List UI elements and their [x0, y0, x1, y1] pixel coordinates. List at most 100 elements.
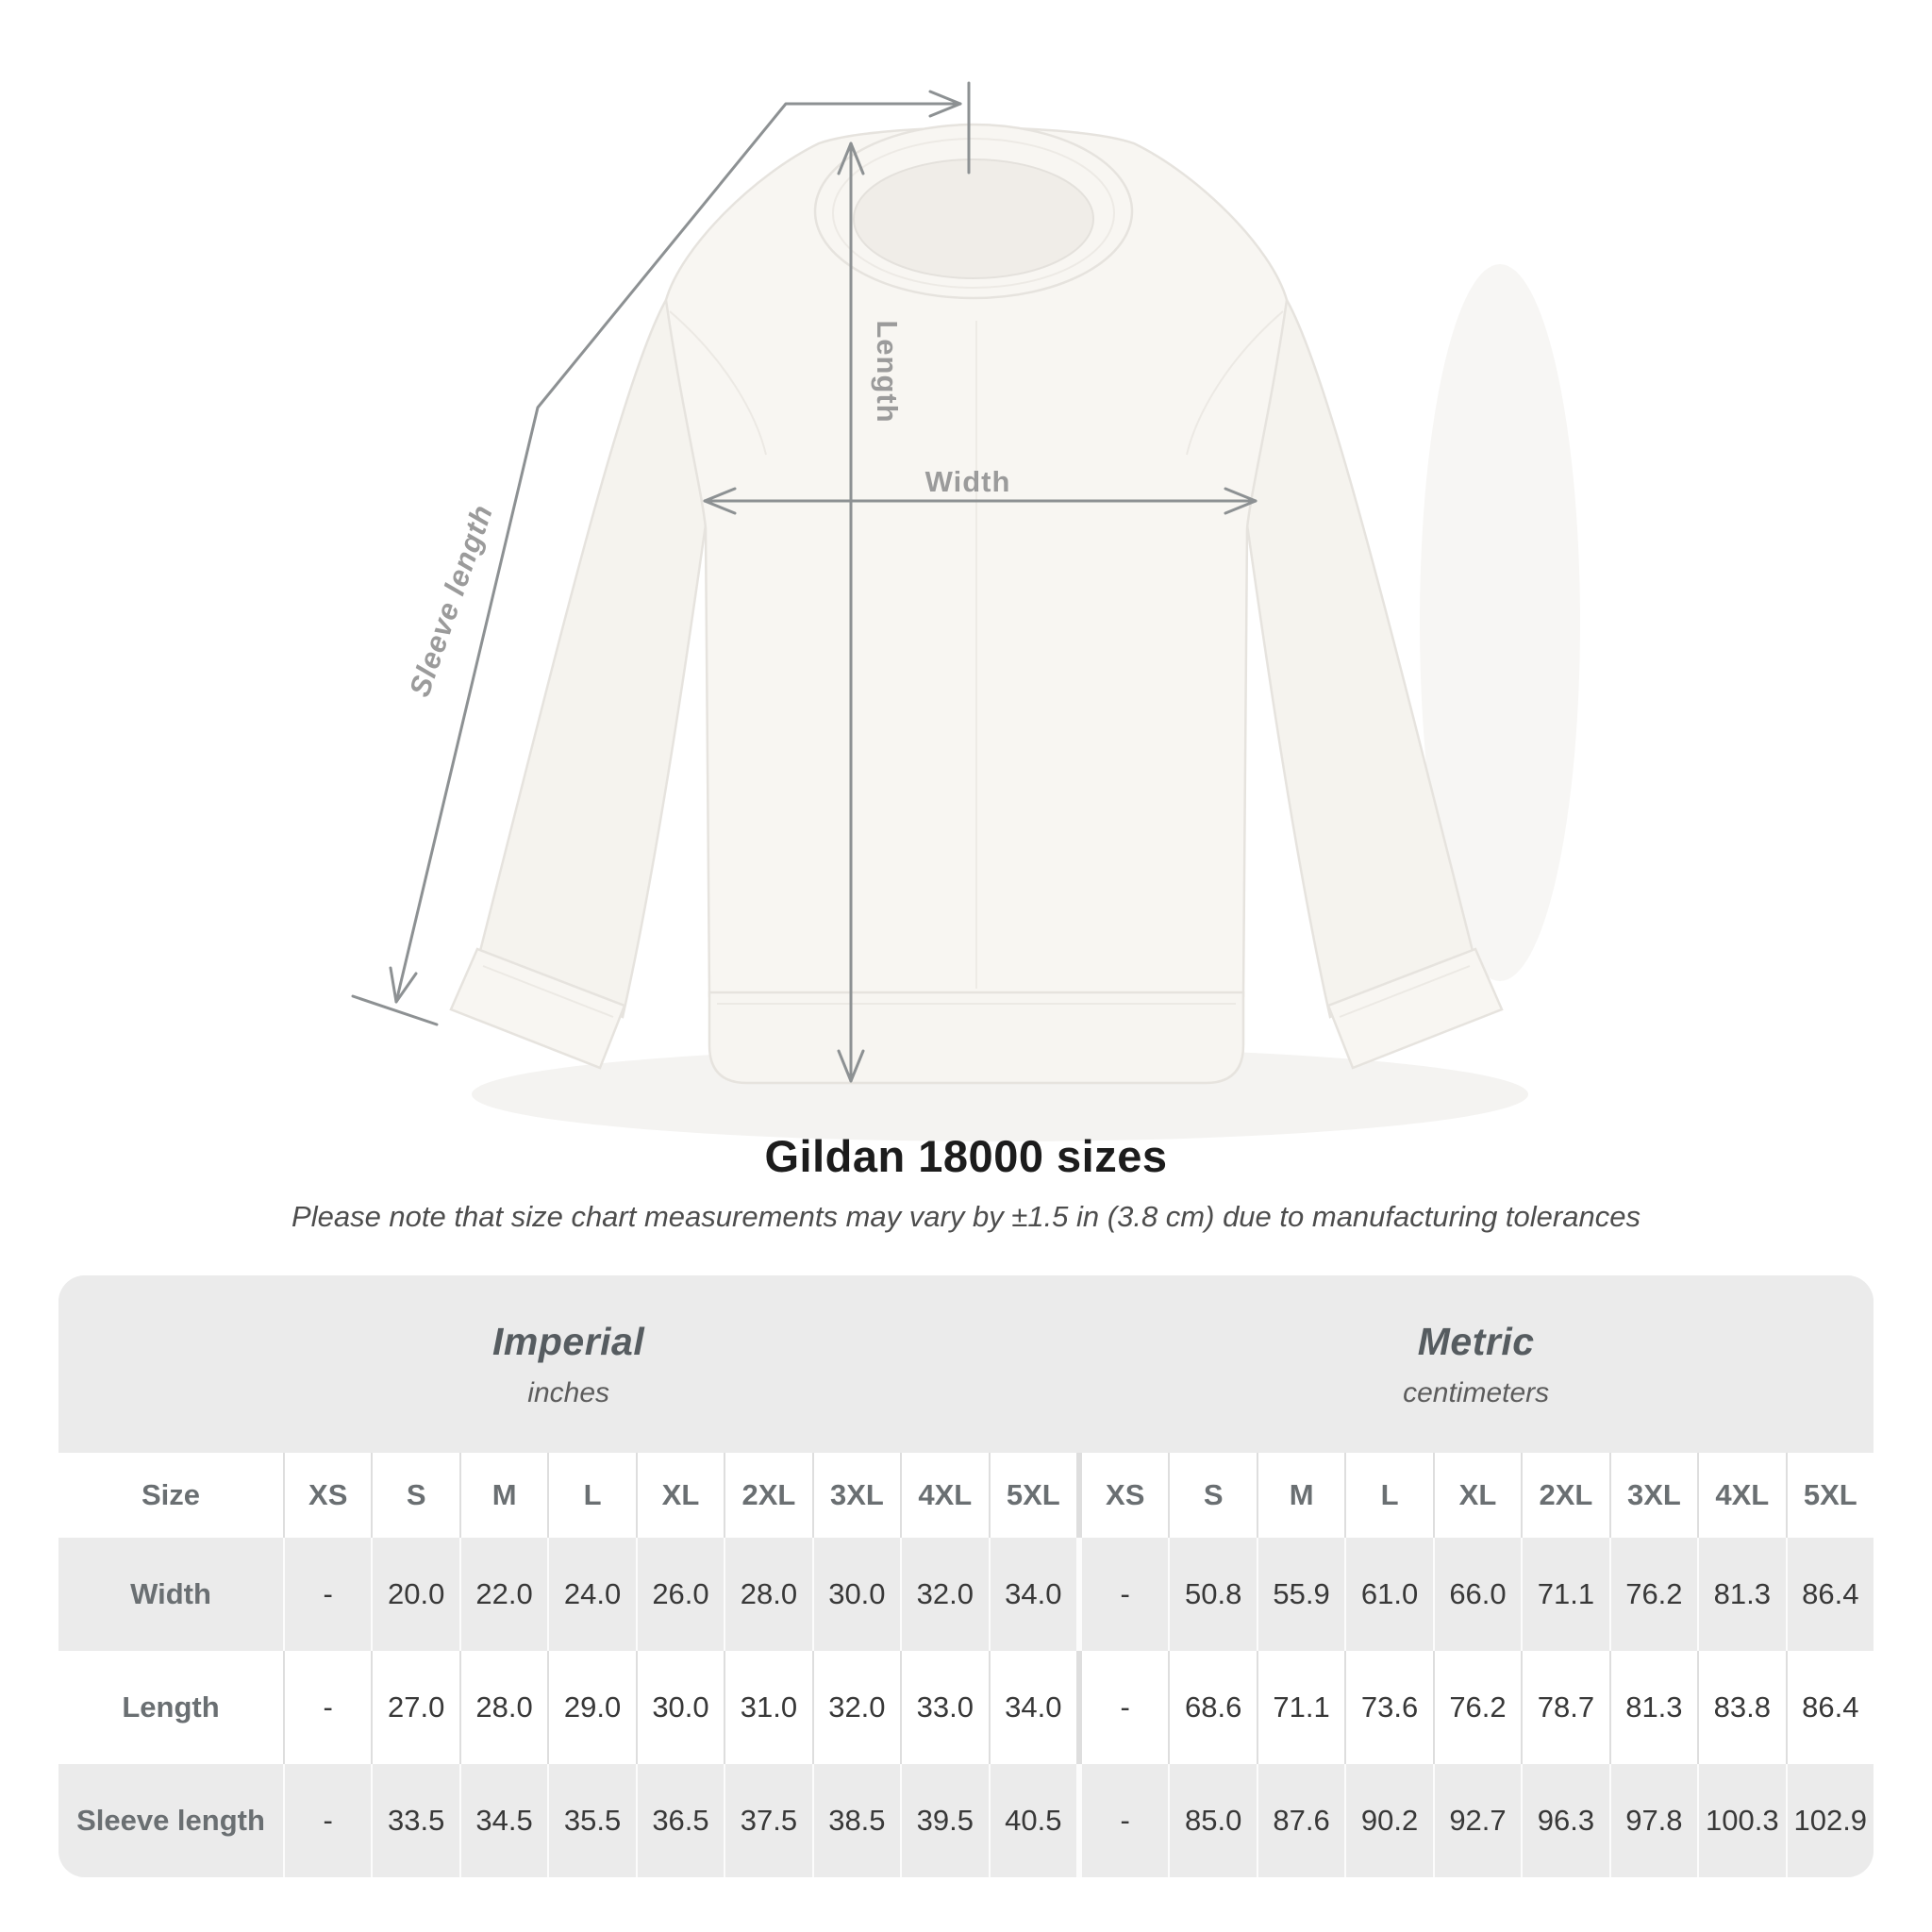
- column-header-imperial: L: [549, 1453, 636, 1538]
- column-header-imperial: XL: [637, 1453, 724, 1538]
- value-cell-imperial: 34.5: [460, 1764, 548, 1877]
- right-cuff-seam: [1339, 965, 1471, 1018]
- value-cell-metric: 66.0: [1434, 1538, 1522, 1651]
- garment-shadow-side: [1420, 264, 1580, 981]
- value-cell-imperial: 28.0: [725, 1538, 812, 1651]
- column-header-metric: S: [1170, 1453, 1257, 1538]
- arrow-down-icon: [837, 1049, 865, 1083]
- value-cell-metric: 78.7: [1523, 1651, 1609, 1764]
- tolerance-note: Please note that size chart measurements…: [291, 1200, 1641, 1233]
- column-header-imperial: 2XL: [725, 1453, 812, 1538]
- value-cell-imperial: 39.5: [902, 1764, 989, 1877]
- column-header-metric: XS: [1081, 1453, 1169, 1538]
- value-cell-metric: 81.3: [1699, 1538, 1786, 1651]
- value-cell-metric: -: [1081, 1651, 1169, 1764]
- value-cell-imperial: 34.0: [990, 1651, 1076, 1764]
- value-cell-metric: -: [1081, 1538, 1169, 1651]
- value-cell-imperial: 20.0: [373, 1538, 459, 1651]
- value-cell-imperial: 33.0: [902, 1651, 989, 1764]
- imperial-label: Imperial: [492, 1319, 645, 1363]
- value-cell-metric: 76.2: [1434, 1651, 1522, 1764]
- units-header: Imperial inches Metric centimeters: [58, 1275, 1874, 1453]
- column-header-imperial: 5XL: [990, 1453, 1076, 1538]
- table-body: Size XS S M L XL 2XL 3XL 4XL 5XL XS S M L XL 2XL 3XL 4XL 5…: [58, 1453, 1874, 1877]
- column-header-metric: 2XL: [1523, 1453, 1609, 1538]
- hem-band: [708, 991, 1245, 1085]
- value-cell-imperial: 30.0: [637, 1651, 724, 1764]
- column-header-metric: 3XL: [1610, 1453, 1698, 1538]
- value-cell-imperial: 33.5: [373, 1764, 459, 1877]
- value-cell-imperial: -: [285, 1651, 372, 1764]
- value-cell-imperial: 26.0: [637, 1538, 724, 1651]
- column-header-metric: L: [1346, 1453, 1433, 1538]
- value-cell-imperial: 28.0: [460, 1651, 548, 1764]
- sleeve-length-label: Sleeve length: [403, 500, 499, 701]
- length-measure-line: [837, 142, 865, 1083]
- value-cell-metric: 97.8: [1610, 1764, 1698, 1877]
- column-header-imperial: M: [460, 1453, 548, 1538]
- column-header-metric: M: [1257, 1453, 1345, 1538]
- column-header-imperial: 4XL: [902, 1453, 989, 1538]
- value-cell-metric: 71.1: [1523, 1538, 1609, 1651]
- metric-unit-group: Metric centimeters: [1078, 1275, 1874, 1453]
- value-cell-imperial: 31.0: [725, 1651, 812, 1764]
- sleeve-measure-line: [351, 81, 971, 1026]
- column-header-metric: 5XL: [1787, 1453, 1874, 1538]
- page-title: Gildan 18000 sizes: [764, 1131, 1168, 1181]
- row-label: Width: [58, 1538, 283, 1651]
- left-shoulder-seam: [669, 310, 767, 456]
- collar-seam: [832, 138, 1115, 289]
- value-cell-metric: 61.0: [1346, 1538, 1433, 1651]
- value-cell-imperial: 37.5: [725, 1764, 812, 1877]
- table-row: Width -20.0 22.0 24.0 26.0 28.0 30.0 32.0 34.0-5…: [58, 1538, 1874, 1651]
- column-header-imperial: 3XL: [813, 1453, 901, 1538]
- size-diagram-svg: Length Width Sleeve length: [351, 81, 1580, 1141]
- value-cell-metric: 83.8: [1699, 1651, 1786, 1764]
- right-shoulder-seam: [1186, 310, 1284, 456]
- arrow-left-icon: [703, 487, 737, 515]
- width-measure-line: [703, 487, 1257, 515]
- collar-opening: [853, 158, 1094, 279]
- value-cell-imperial: 32.0: [813, 1651, 901, 1764]
- row-label: Sleeve length: [58, 1764, 283, 1877]
- size-header-row: Size XS S M L XL 2XL 3XL 4XL 5XL XS S M L XL 2XL 3XL 4XL 5…: [58, 1453, 1874, 1538]
- imperial-unit-group: Imperial inches: [58, 1275, 1078, 1453]
- column-header-metric: 4XL: [1699, 1453, 1786, 1538]
- value-cell-metric: 76.2: [1610, 1538, 1698, 1651]
- arrow-down-left-icon: [389, 966, 418, 1004]
- half-divider: [1078, 1538, 1080, 1651]
- value-cell-metric: 68.6: [1170, 1651, 1257, 1764]
- right-cuff: [1326, 947, 1504, 1070]
- value-cell-metric: 96.3: [1523, 1764, 1609, 1877]
- sweatshirt-illustration: [449, 123, 1580, 1141]
- value-cell-metric: 100.3: [1699, 1764, 1786, 1877]
- half-divider: [1078, 1651, 1080, 1764]
- size-header-cell: Size: [58, 1453, 283, 1538]
- value-cell-imperial: 24.0: [549, 1538, 636, 1651]
- half-divider: [1078, 1764, 1080, 1877]
- value-cell-metric: 92.7: [1434, 1764, 1522, 1877]
- value-cell-imperial: 40.5: [990, 1764, 1076, 1877]
- column-header-imperial: XS: [285, 1453, 372, 1538]
- length-label: Length: [871, 320, 904, 423]
- arrow-right-icon: [928, 90, 962, 118]
- value-cell-imperial: 27.0: [373, 1651, 459, 1764]
- size-table: Imperial inches Metric centimeters Size X…: [58, 1275, 1874, 1877]
- value-cell-metric: -: [1081, 1764, 1169, 1877]
- half-divider: [1078, 1453, 1080, 1538]
- left-cuff-seam: [482, 965, 614, 1018]
- value-cell-metric: 73.6: [1346, 1651, 1433, 1764]
- value-cell-metric: 81.3: [1610, 1651, 1698, 1764]
- end-tick-bottom: [351, 994, 439, 1026]
- value-cell-imperial: 22.0: [460, 1538, 548, 1651]
- metric-sublabel: centimeters: [1403, 1376, 1550, 1408]
- value-cell-imperial: 29.0: [549, 1651, 636, 1764]
- column-header-metric: XL: [1434, 1453, 1522, 1538]
- value-cell-metric: 85.0: [1170, 1764, 1257, 1877]
- value-cell-imperial: 32.0: [902, 1538, 989, 1651]
- value-cell-metric: 71.1: [1257, 1651, 1345, 1764]
- value-cell-metric: 50.8: [1170, 1538, 1257, 1651]
- measurement-lines: [351, 81, 1257, 1083]
- arrow-right-icon: [1224, 487, 1257, 515]
